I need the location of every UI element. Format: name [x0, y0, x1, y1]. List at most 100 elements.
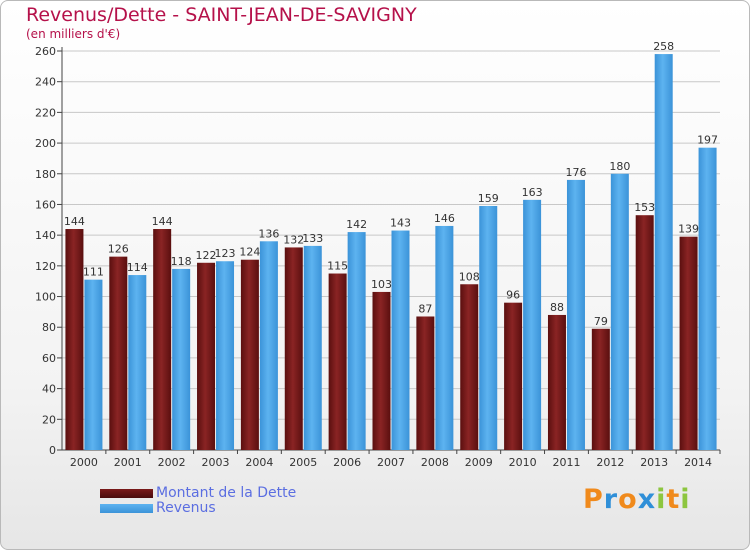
bar-dette — [504, 302, 523, 450]
bar-dette — [460, 284, 479, 450]
data-label: 142 — [346, 218, 367, 231]
y-tick-label: 60 — [42, 352, 56, 365]
bar-revenus — [523, 199, 542, 450]
data-label: 197 — [697, 134, 718, 147]
bar-revenus — [391, 230, 410, 450]
data-label: 132 — [283, 233, 304, 246]
y-tick-label: 140 — [35, 229, 56, 242]
legend-label-dette: Montant de la Dette — [156, 485, 297, 501]
data-label: 139 — [678, 223, 699, 236]
data-label: 115 — [327, 260, 348, 273]
x-tick-label: 2011 — [552, 456, 580, 469]
bar-dette — [635, 215, 654, 450]
x-tick-label: 2012 — [596, 456, 624, 469]
logo-letter: t — [666, 484, 681, 515]
logo-letter: i — [680, 484, 691, 515]
logo-letter: P — [583, 484, 604, 515]
bar-dette — [197, 262, 216, 450]
bar-dette — [416, 316, 435, 450]
bar-revenus — [216, 261, 235, 450]
logo-letter: x — [637, 484, 657, 515]
bar-revenus — [610, 173, 629, 450]
legend-swatch-revenus — [100, 504, 153, 513]
x-tick-label: 2007 — [377, 456, 405, 469]
data-label: 133 — [302, 232, 323, 245]
y-tick-label: 40 — [42, 383, 56, 396]
y-tick-label: 220 — [35, 106, 56, 119]
data-label: 143 — [390, 217, 411, 230]
proxiti-logo: Proxiti — [583, 486, 691, 513]
x-tick-label: 2010 — [509, 456, 537, 469]
bar-revenus — [128, 275, 147, 450]
chart-subtitle: (en milliers d'€) — [26, 27, 121, 41]
x-tick-label: 2002 — [158, 456, 186, 469]
data-label: 111 — [83, 266, 104, 279]
y-tick-label: 80 — [42, 321, 56, 334]
bar-dette — [240, 259, 259, 450]
bar-dette — [591, 328, 610, 450]
y-tick-label: 180 — [35, 168, 56, 181]
y-tick-label: 120 — [35, 260, 56, 273]
x-tick-label: 2005 — [289, 456, 317, 469]
bar-revenus — [479, 205, 498, 450]
bar-dette — [547, 314, 566, 450]
bar-dette — [109, 256, 128, 450]
data-label: 118 — [171, 255, 192, 268]
x-tick-label: 2013 — [640, 456, 668, 469]
legend-swatch-dette — [100, 489, 153, 498]
data-label: 79 — [594, 315, 608, 328]
data-label: 136 — [258, 227, 279, 240]
x-tick-label: 2001 — [114, 456, 142, 469]
data-label: 176 — [565, 166, 586, 179]
data-label: 108 — [459, 270, 480, 283]
y-tick-label: 200 — [35, 137, 56, 150]
x-tick-label: 2003 — [202, 456, 230, 469]
chart-title: Revenus/Dette - SAINT-JEAN-DE-SAVIGNY — [26, 4, 417, 26]
bar-revenus — [435, 225, 454, 450]
data-label: 153 — [634, 201, 655, 214]
bar-dette — [679, 236, 698, 450]
data-label: 258 — [653, 40, 674, 53]
data-label: 87 — [418, 302, 432, 315]
bar-revenus — [347, 232, 366, 450]
data-label: 146 — [434, 212, 455, 225]
logo-letter: i — [656, 484, 667, 515]
bar-revenus — [698, 147, 717, 450]
x-tick-label: 2000 — [70, 456, 98, 469]
data-label: 123 — [215, 247, 236, 260]
data-label: 96 — [506, 289, 520, 302]
y-tick-label: 20 — [42, 413, 56, 426]
legend-label-revenus: Revenus — [156, 500, 216, 516]
bar-revenus — [566, 179, 585, 450]
data-label: 122 — [196, 249, 217, 262]
bar-dette — [284, 247, 303, 450]
data-label: 114 — [127, 261, 148, 274]
data-label: 159 — [478, 192, 499, 205]
bar-revenus — [303, 245, 322, 450]
x-tick-label: 2004 — [245, 456, 273, 469]
data-label: 163 — [522, 186, 543, 199]
x-tick-label: 2009 — [465, 456, 493, 469]
bar-revenus — [172, 268, 191, 450]
bar-dette — [153, 229, 172, 450]
y-tick-label: 0 — [49, 444, 56, 457]
data-label: 180 — [609, 160, 630, 173]
y-tick-label: 260 — [35, 45, 56, 58]
logo-letter: o — [618, 484, 638, 515]
data-label: 144 — [64, 215, 85, 228]
data-label: 144 — [152, 215, 173, 228]
bar-dette — [328, 273, 347, 450]
x-tick-label: 2006 — [333, 456, 361, 469]
bar-revenus — [654, 54, 673, 451]
bar-dette — [65, 229, 84, 450]
y-tick-label: 100 — [35, 291, 56, 304]
logo-letter: r — [603, 484, 619, 515]
y-tick-label: 240 — [35, 76, 56, 89]
data-label: 103 — [371, 278, 392, 291]
x-tick-label: 2008 — [421, 456, 449, 469]
y-tick-label: 160 — [35, 198, 56, 211]
x-tick-label: 2014 — [684, 456, 712, 469]
data-label: 124 — [239, 246, 260, 259]
data-label: 126 — [108, 243, 129, 256]
